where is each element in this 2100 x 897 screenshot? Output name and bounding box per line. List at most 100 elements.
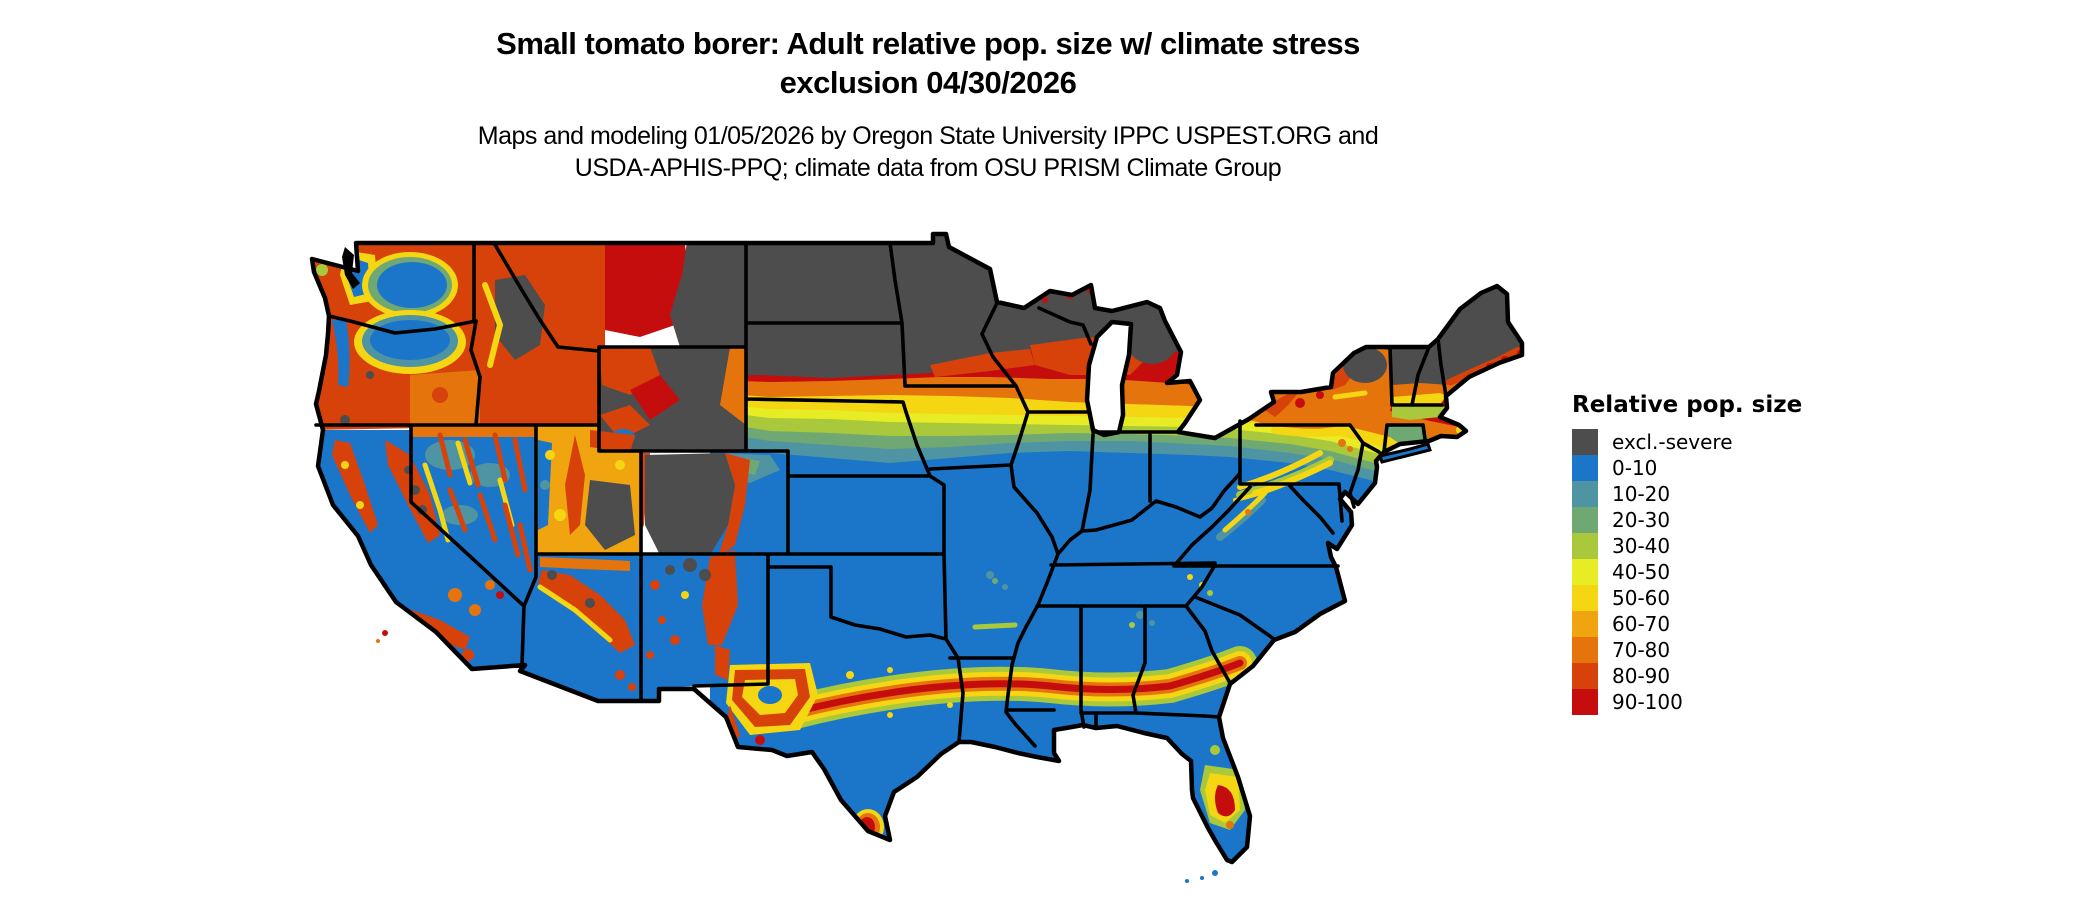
band-0-10 xyxy=(710,441,1522,862)
region-olympics-green-dot xyxy=(316,264,328,276)
region-florida-orange-dot xyxy=(1226,821,1234,829)
region-colorado-red-east xyxy=(718,453,750,557)
south-band-speck2 xyxy=(887,667,893,673)
region-mass-green xyxy=(1392,405,1447,420)
state-borders xyxy=(314,241,1448,748)
region-wyoming-red-south xyxy=(600,405,650,440)
region-nm-red2 xyxy=(658,616,666,624)
region-nga-teal2 xyxy=(1149,620,1155,626)
legend-row-excl.-severe: excl.-severe xyxy=(1572,429,1932,455)
region-blueridge-dot1 xyxy=(1187,574,1193,580)
legend-label: 20-30 xyxy=(1612,508,1671,532)
legend-items: excl.-severe 0-10 10-20 20-30 30-40 40-50 50-6… xyxy=(1572,429,1932,715)
region-nm-gray1 xyxy=(683,558,697,572)
south-band-speck4 xyxy=(947,702,953,708)
region-montana-east-gray xyxy=(670,235,748,347)
region-nm-gray3 xyxy=(665,565,675,575)
south-band-speck1 xyxy=(846,671,854,679)
region-wyoming-orange-east xyxy=(720,347,746,425)
region-sangre-red2 xyxy=(702,553,738,645)
region-idaho-gray-ridges xyxy=(495,275,545,360)
region-up-red-dot3 xyxy=(1107,282,1113,288)
legend-swatch-80-90 xyxy=(1572,663,1598,689)
florida-keys-dot2 xyxy=(1200,876,1204,880)
region-coast-yellow-dot2 xyxy=(356,501,364,509)
legend-swatch-50-60 xyxy=(1572,585,1598,611)
legend-swatch-excl.-severe xyxy=(1572,429,1598,455)
region-nm-red4 xyxy=(670,635,680,645)
region-kaibab-gray1 xyxy=(547,570,557,580)
legend-swatch-40-50 xyxy=(1572,559,1598,585)
legend-label: 10-20 xyxy=(1612,482,1671,506)
region-willamette-blue xyxy=(332,320,350,387)
region-columbia-basin-blue xyxy=(377,262,447,308)
region-wasatch-red xyxy=(565,435,585,535)
region-sandiego-red-dot xyxy=(462,649,474,661)
region-wtexas-blue-center xyxy=(758,686,782,704)
legend-title: Relative pop. size xyxy=(1572,392,1803,418)
region-kaibab-gray2 xyxy=(585,598,595,608)
south-band-speck3 xyxy=(887,712,893,718)
legend-swatch-60-70 xyxy=(1572,611,1598,637)
region-ozark-teal1 xyxy=(986,571,994,579)
region-nevada-red-streaks xyxy=(437,432,533,573)
region-ny-red-dot1 xyxy=(1295,398,1305,408)
legend-label: 30-40 xyxy=(1612,534,1671,558)
legend-row-40-50: 40-50 xyxy=(1572,559,1932,585)
region-north-michigan-gray xyxy=(1126,316,1178,364)
legend-label: 50-60 xyxy=(1612,586,1671,610)
region-se-oregon-red-dot xyxy=(432,387,448,403)
region-idaho-yellow-valley xyxy=(482,282,504,368)
legend-row-20-30: 20-30 xyxy=(1572,507,1932,533)
legend-row-10-20: 10-20 xyxy=(1572,481,1932,507)
legend-label: excl.-severe xyxy=(1612,430,1733,454)
region-florida-red xyxy=(1215,785,1235,817)
map-title-line1: Small tomato borer: Adult relative pop. … xyxy=(496,26,1360,61)
region-wv-yellow-streak xyxy=(1222,490,1268,533)
region-mogollon-yellow-fringe xyxy=(537,584,613,643)
region-ny-yellow-fringe xyxy=(1271,426,1354,437)
legend-row-50-60: 50-60 xyxy=(1572,585,1932,611)
region-sierra-yellow-fringe xyxy=(422,462,451,543)
region-ouachita-green-line xyxy=(972,622,1018,630)
legend-swatch-0-10 xyxy=(1572,455,1598,481)
region-ct-ri-green xyxy=(1387,425,1429,444)
us-map-svg xyxy=(309,231,1525,883)
map-raster-layers xyxy=(312,234,1522,862)
legend-swatch-20-30 xyxy=(1572,507,1598,533)
region-florida-green-dot xyxy=(1210,745,1220,755)
region-utah-teal-dot xyxy=(540,480,550,490)
region-up-red-dot4 xyxy=(1042,297,1048,303)
region-ozark-teal2 xyxy=(1002,584,1008,590)
region-ozark-green xyxy=(992,578,998,584)
region-nga-teal1 xyxy=(1136,611,1144,619)
region-mojave-orange2 xyxy=(469,604,481,616)
legend-swatch-10-20 xyxy=(1572,481,1598,507)
map-subtitle-line1: Maps and modeling 01/05/2026 by Oregon S… xyxy=(477,122,1379,150)
region-mojave-orange1 xyxy=(448,588,462,602)
channel-island-dot2 xyxy=(376,639,380,643)
region-pocono-orange1 xyxy=(1338,439,1346,447)
map-title-line2: exclusion 04/30/2026 xyxy=(779,65,1077,100)
region-nm-red3 xyxy=(646,651,654,659)
region-colorado-gray-rockies xyxy=(645,453,735,555)
region-sacramento-red xyxy=(715,645,730,680)
legend-row-80-90: 80-90 xyxy=(1572,663,1932,689)
region-mojave-red-dot xyxy=(496,591,504,599)
map-subtitle: Maps and modeling 01/05/2026 by Oregon S… xyxy=(228,120,1628,184)
region-skyisland-red2 xyxy=(628,683,636,691)
region-mojave-orange3 xyxy=(485,580,495,590)
region-ny-red-dot2 xyxy=(1316,391,1324,399)
region-minnesota-red-strip xyxy=(930,349,1035,377)
region-adirondack-gray xyxy=(1343,347,1387,383)
region-nga-green xyxy=(1129,622,1135,628)
region-utah-yellow-dot1 xyxy=(545,450,555,460)
map-title: Small tomato borer: Adult relative pop. … xyxy=(228,24,1628,102)
florida-keys-dot3 xyxy=(1185,879,1189,883)
region-uinta-red xyxy=(590,430,635,453)
region-mogollon-red xyxy=(538,570,635,653)
region-pocono-orange2 xyxy=(1347,446,1353,452)
legend-swatch-30-40 xyxy=(1572,533,1598,559)
region-montana-west-red xyxy=(605,240,690,337)
legend-label: 80-90 xyxy=(1612,664,1671,688)
